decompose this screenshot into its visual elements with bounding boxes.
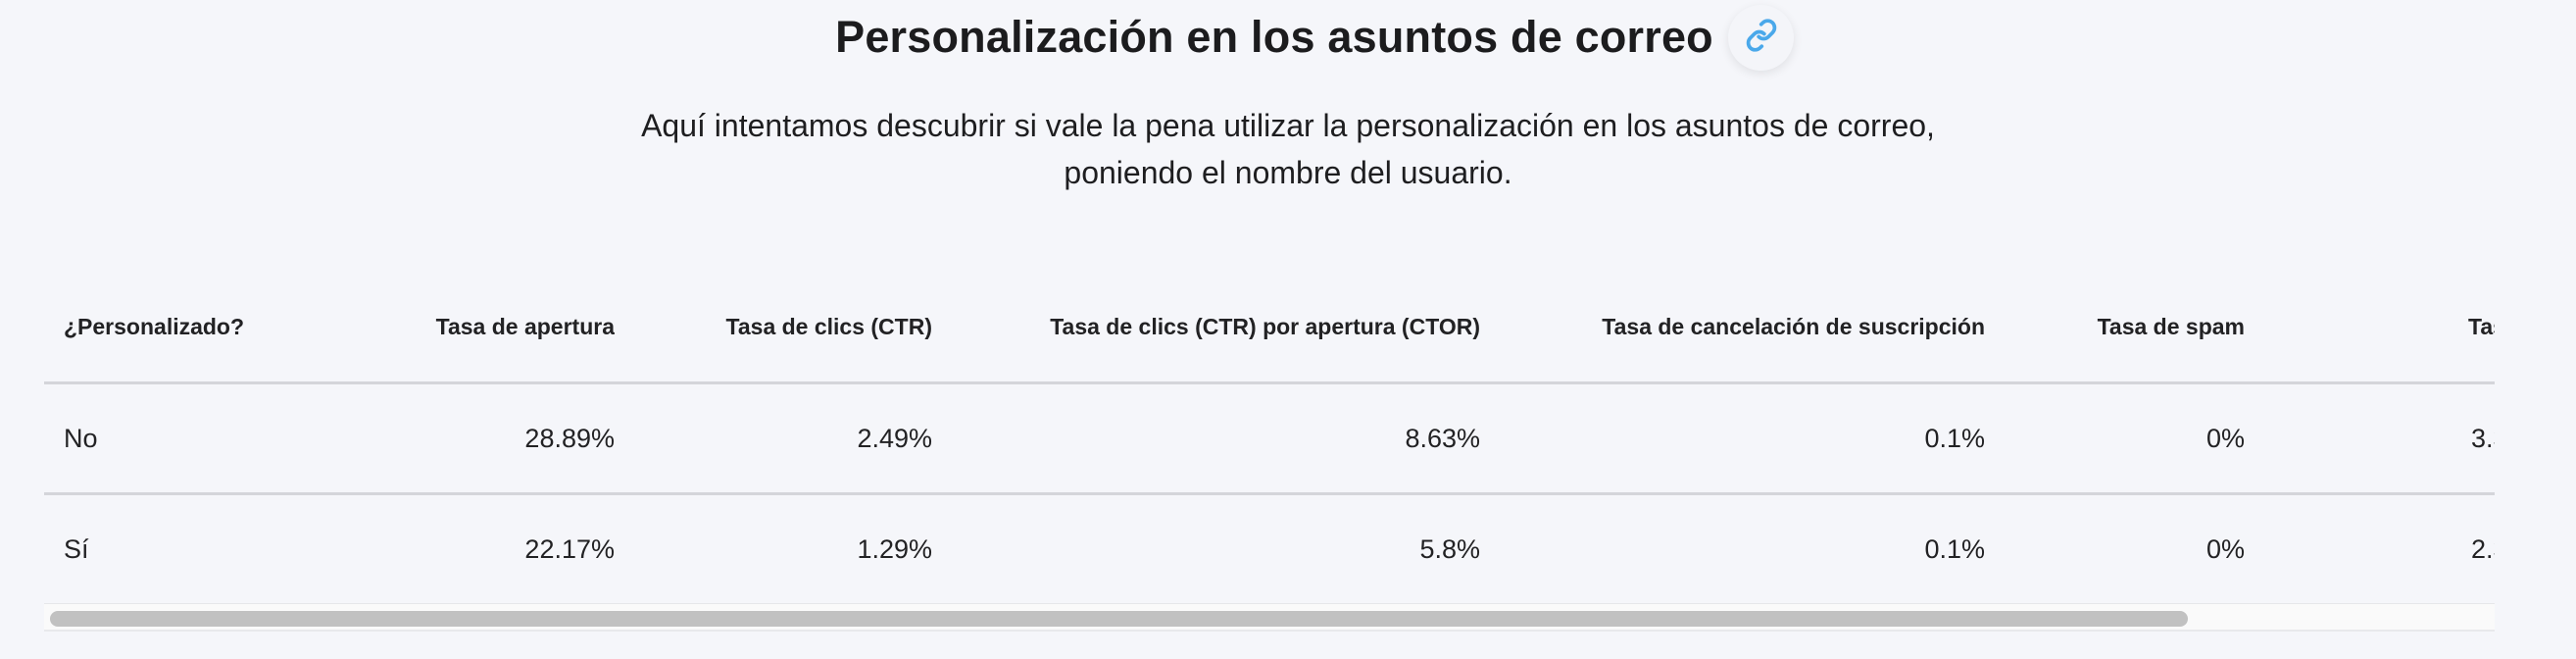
- copy-link-button[interactable]: [1728, 5, 1794, 71]
- cell-personalizado: Sí: [44, 493, 309, 606]
- section-header: Personalización en los asuntos de correo: [0, 0, 2576, 75]
- link-icon: [1745, 19, 1778, 57]
- column-header-spam: Tasa de spam: [1985, 273, 2245, 384]
- description-line-2: poniendo el nombre del usuario.: [1064, 155, 1512, 190]
- cell-spam: 0%: [1985, 382, 2245, 495]
- table-header-row: ¿Personalizado? Tasa de apertura Tasa de…: [44, 273, 2495, 384]
- cell-ctor: 5.8%: [932, 493, 1480, 606]
- description-line-1: Aquí intentamos descubrir si vale la pen…: [641, 108, 1935, 143]
- section-title: Personalización en los asuntos de correo: [835, 12, 1713, 62]
- cell-personalizado: No: [44, 382, 309, 495]
- cell-cancelacion: 0.1%: [1480, 382, 1985, 495]
- cell-cancelacion: 0.1%: [1480, 493, 1985, 606]
- cell-tasa-apertura: 22.17%: [309, 493, 615, 606]
- column-header-cancelacion: Tasa de cancelación de suscripción: [1480, 273, 1985, 384]
- cell-rebote: 2.38: [2245, 493, 2495, 606]
- column-header-rebote: Tasa de rebo: [2245, 273, 2495, 384]
- cell-ctor: 8.63%: [932, 382, 1480, 495]
- column-header-ctor: Tasa de clics (CTR) por apertura (CTOR): [932, 273, 1480, 384]
- personalization-table: ¿Personalizado? Tasa de apertura Tasa de…: [44, 273, 2495, 606]
- cell-ctr: 1.29%: [615, 493, 932, 606]
- cell-spam: 0%: [1985, 493, 2245, 606]
- cell-rebote: 3.33: [2245, 382, 2495, 495]
- scrollbar-thumb[interactable]: [50, 611, 2188, 627]
- horizontal-scrollbar[interactable]: [44, 604, 2495, 632]
- table-row: No 28.89% 2.49% 8.63% 0.1% 0% 3.33: [44, 382, 2495, 495]
- cell-ctr: 2.49%: [615, 382, 932, 495]
- column-header-personalizado: ¿Personalizado?: [44, 273, 309, 384]
- column-header-tasa-apertura: Tasa de apertura: [309, 273, 615, 384]
- section-description: Aquí intentamos descubrir si vale la pen…: [0, 102, 2576, 196]
- cell-tasa-apertura: 28.89%: [309, 382, 615, 495]
- table-row: Sí 22.17% 1.29% 5.8% 0.1% 0% 2.38: [44, 493, 2495, 606]
- table-scroll-container[interactable]: ¿Personalizado? Tasa de apertura Tasa de…: [44, 273, 2495, 634]
- column-header-ctr: Tasa de clics (CTR): [615, 273, 932, 384]
